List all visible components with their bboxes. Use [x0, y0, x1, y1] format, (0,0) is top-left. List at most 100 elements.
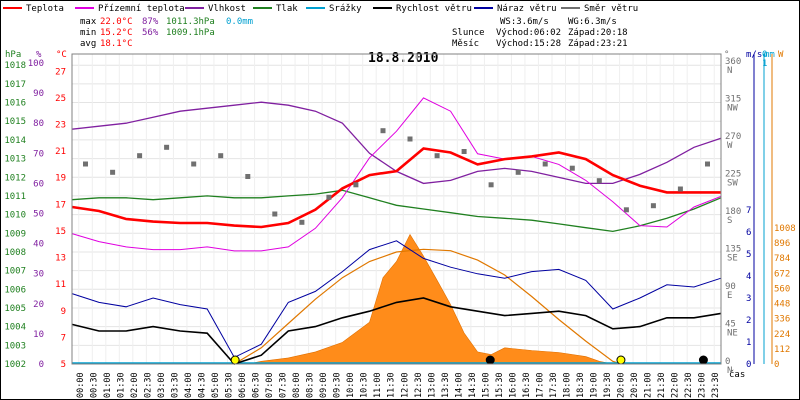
y-tick-label-degc: 13 [55, 254, 66, 264]
y-tick-label-degc: 21 [55, 147, 66, 157]
y-tick-label-hpa: 1008 [4, 248, 26, 258]
y-tick-label-w: 112 [774, 345, 790, 355]
y-tick-label-pct: 50 [33, 210, 44, 220]
legend-item-prizemni-teplota: Přízemní teplota [75, 4, 185, 14]
y-tick-label-degc: 15 [55, 227, 66, 237]
wind-direction-point [83, 161, 88, 167]
y-tick-label-degc: 27 [55, 67, 66, 77]
x-tick-label: 11:30 [387, 372, 397, 398]
x-tick-label: 08:00 [292, 372, 302, 398]
y-tick-label-w: 448 [774, 300, 790, 310]
y-tick-label-w: 672 [774, 269, 790, 279]
x-tick-label: 23:00 [698, 372, 708, 398]
x-tick-label: 01:30 [116, 372, 126, 398]
y-tick-label-dir: S [727, 216, 732, 226]
x-tick-label: 14:00 [454, 372, 464, 398]
stat-max-rain: 0.0mm [226, 17, 253, 27]
y-tick-label-pct: 40 [33, 240, 44, 250]
sun-moon-markers [230, 355, 708, 365]
stat-max-pressure: 1011.3hPa [166, 17, 215, 27]
x-tick-label: 13:00 [427, 372, 437, 398]
axis-unit-cas: čas [729, 369, 745, 380]
plot-series [71, 97, 722, 365]
y-tick-label-w: 0 [774, 360, 779, 370]
legend-label: Tlak [276, 4, 298, 14]
axis-unit-mm: mm [764, 50, 775, 60]
legend-item-teplota: Teplota [3, 4, 64, 14]
sunrise-time: Východ:06:02 [496, 28, 561, 38]
y-tick-label-deg: 135 [725, 245, 741, 255]
sunrise-marker [230, 355, 240, 365]
y-tick-label-hpa: 1014 [4, 136, 26, 146]
plot-border [71, 53, 722, 365]
stat-avg-temp: 18.1°C [100, 39, 133, 49]
wind-direction-point [434, 153, 440, 159]
axis-unit-deg: ° [724, 50, 729, 60]
axis-unit-degc: °C [56, 50, 67, 60]
y-tick-label-hpa: 1012 [4, 173, 26, 183]
x-tick-label: 19:30 [603, 372, 613, 398]
y-tick-label-pct: 20 [33, 300, 44, 310]
wind-direction-point [569, 165, 575, 171]
legend-item-naraz-vetru: Náraz větru [474, 4, 557, 14]
y-tick-label-deg: 45 [725, 320, 736, 330]
y-tick-label-hpa: 1009 [4, 229, 26, 239]
series-solar-radiation-area [247, 233, 613, 365]
x-tick-label: 10:00 [346, 372, 356, 398]
moonset-time: Západ:23:21 [568, 39, 628, 49]
wind-gust-avg: WG:6.3m/s [568, 17, 617, 27]
x-tick-label: 05:00 [211, 372, 221, 398]
moonset-marker [698, 355, 708, 365]
y-tick-label-w: 224 [774, 330, 790, 340]
wind-direction-point [137, 153, 143, 159]
x-tick-label: 18:30 [576, 372, 586, 398]
y-tick-label-dir: N [727, 66, 732, 76]
axis-unit-hpa: hPa [5, 50, 21, 60]
legend-label: Rychlost větru [396, 4, 472, 14]
y-tick-label-deg: 180 [725, 207, 741, 217]
legend-item-srazky: Srážky [306, 4, 362, 14]
wind-direction-point [407, 136, 413, 142]
x-tick-label: 17:00 [535, 372, 545, 398]
y-tick-label-dir: SE [727, 254, 738, 264]
x-tick-label: 02:30 [143, 372, 153, 398]
stat-min-temp: 15.2°C [100, 28, 133, 38]
wind-direction-point [542, 161, 548, 167]
x-tick-label: 16:00 [508, 372, 518, 398]
y-tick-label-pct: 90 [33, 89, 44, 99]
y-tick-label-dir: E [727, 291, 732, 301]
y-tick-label-deg: 90 [725, 282, 736, 292]
x-tick-label: 13:30 [441, 372, 451, 398]
wind-direction-point [380, 128, 386, 134]
moonrise-marker [485, 355, 495, 365]
x-tick-label: 17:30 [549, 372, 559, 398]
wind-direction-point [353, 182, 359, 188]
y-tick-label-pct: 80 [33, 119, 44, 129]
y-tick-label-hpa: 1003 [4, 341, 26, 351]
y-tick-label-degc: 23 [55, 121, 66, 131]
y-tick-label-dir: NW [727, 104, 738, 114]
x-tick-label: 04:00 [184, 372, 194, 398]
x-tick-label: 07:00 [265, 372, 275, 398]
moon-label: Měsíc [452, 39, 479, 49]
x-tick-label: 20:00 [617, 372, 627, 398]
y-tick-label-ms: 1 [746, 338, 751, 348]
sunset-marker [616, 355, 626, 365]
wind-direction-point [245, 174, 251, 179]
x-tick-label: 05:30 [224, 372, 234, 398]
y-tick-label-hpa: 1007 [4, 267, 26, 277]
x-tick-label: 12:30 [414, 372, 424, 398]
y-tick-label-ms: 4 [746, 272, 751, 282]
wind-direction-point [705, 161, 710, 167]
y-tick-label-dir: W [727, 141, 733, 151]
axis-unit-w: W [778, 50, 784, 60]
y-tick-label-w: 896 [774, 239, 790, 249]
stat-min-pressure: 1009.1hPa [166, 28, 215, 38]
y-tick-label-hpa: 1013 [4, 155, 26, 165]
y-tick-label-dir: NE [727, 329, 738, 339]
y-tick-label-hpa: 1002 [4, 360, 26, 370]
wind-direction-point [596, 178, 602, 184]
series-ground-temperature-line [71, 97, 722, 252]
y-tick-label-pct: 10 [33, 330, 44, 340]
